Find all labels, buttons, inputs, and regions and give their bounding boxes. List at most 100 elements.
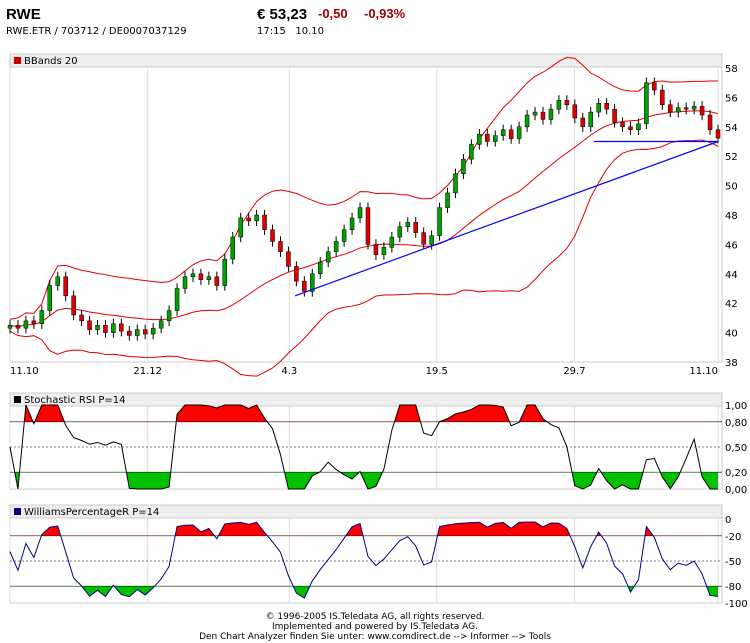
candle <box>95 325 100 330</box>
candle <box>135 329 140 336</box>
candle <box>397 226 403 238</box>
candle <box>23 320 29 329</box>
y-tick-label: 42 <box>725 299 738 310</box>
footer-powered: Implemented and powered by IS.Teledata A… <box>272 622 478 632</box>
candle <box>39 310 45 325</box>
candle <box>389 236 395 248</box>
williams-r-panel-legend-swatch <box>14 508 21 515</box>
candle <box>31 320 37 325</box>
candle <box>612 108 617 123</box>
candle <box>63 276 68 297</box>
upper-band <box>9 56 719 320</box>
stoch-rsi-panel-legend-swatch <box>14 396 21 403</box>
candle <box>278 241 283 253</box>
y-tick-label: 54 <box>725 123 738 134</box>
candle <box>524 114 530 128</box>
candle <box>158 320 164 329</box>
y-tick-label: 48 <box>725 211 738 222</box>
candle <box>453 173 458 194</box>
candle <box>262 214 267 230</box>
candle <box>469 144 474 160</box>
candle <box>580 117 586 128</box>
y-tick-label: 50 <box>725 182 738 193</box>
candle <box>604 103 609 110</box>
y-tick-label: 44 <box>725 270 738 281</box>
candle <box>636 123 641 130</box>
middle-band <box>9 110 719 328</box>
candle <box>548 108 554 120</box>
candle <box>644 82 649 125</box>
y-tick-label: 58 <box>725 64 738 75</box>
candle <box>516 126 522 139</box>
candle <box>421 232 426 245</box>
candle <box>254 214 259 222</box>
candle <box>628 126 633 130</box>
candle <box>707 114 713 130</box>
overbought-fill <box>10 405 718 422</box>
candle <box>683 107 689 110</box>
candle <box>532 111 538 116</box>
candle <box>111 323 116 333</box>
candle <box>79 314 84 322</box>
stock-identifiers: RWE.ETR / 703712 / DE0007037129 <box>6 26 187 37</box>
candle <box>373 244 379 255</box>
candle <box>493 135 498 142</box>
candle <box>119 323 124 332</box>
footer-link-text: Den Chart Analyzer finden Sie unter: www… <box>199 632 551 642</box>
quote-time-value: 17:15 <box>257 26 286 37</box>
candle <box>310 273 315 292</box>
candle <box>381 247 387 255</box>
candle <box>142 329 148 335</box>
stoch-rsi-panel-legend-bar <box>9 392 723 407</box>
candle <box>325 251 331 263</box>
candle <box>660 89 665 106</box>
candle <box>87 320 92 330</box>
candle <box>485 133 490 142</box>
footer: © 1996-2005 IS.Teledata AG, all rights r… <box>0 612 750 642</box>
candle <box>15 325 21 329</box>
candle <box>47 285 53 311</box>
candle <box>166 310 172 322</box>
candle <box>103 325 108 333</box>
candle <box>230 236 235 260</box>
stoch-rsi-panel-line <box>9 404 718 490</box>
williams-r-panel-line <box>9 521 719 599</box>
y-tick-label: 0,50 <box>725 443 747 454</box>
last-price: € 53,23 <box>257 6 308 23</box>
candle <box>302 280 307 292</box>
candle <box>564 100 570 105</box>
y-tick-label: 0,00 <box>725 485 747 496</box>
quote-date: 10.10 <box>295 26 325 37</box>
candle <box>572 104 578 119</box>
candle <box>365 207 371 245</box>
y-tick-label: 0,80 <box>725 418 747 429</box>
candle <box>500 129 506 136</box>
x-tick-label: 11.10 <box>10 366 39 377</box>
y-tick-label: 52 <box>725 152 738 163</box>
candle <box>206 276 212 280</box>
stoch-rsi-panel-legend-label: Stochastic RSI P=14 <box>24 395 126 406</box>
candle <box>445 192 450 208</box>
x-tick-label: 19.5 <box>426 366 448 377</box>
candle <box>699 105 705 116</box>
candle <box>477 133 482 145</box>
trend-line[interactable] <box>294 140 719 297</box>
candle <box>349 217 355 230</box>
stock-title: RWE <box>6 6 41 23</box>
y-tick-label: 0 <box>725 515 731 526</box>
candle <box>596 103 601 113</box>
footer-copyright: © 1996-2005 IS.Teledata AG, all rights r… <box>265 612 485 622</box>
lower-band <box>9 139 719 377</box>
y-tick-label: 56 <box>725 93 738 104</box>
candle <box>668 104 673 113</box>
price-change-percent: -0,93% <box>364 6 406 21</box>
candle <box>198 273 204 280</box>
candle <box>317 261 323 275</box>
price-panel-legend-bar <box>9 53 723 68</box>
candle <box>238 217 243 238</box>
y-tick-label: -50 <box>725 557 741 568</box>
candle <box>508 129 514 139</box>
oversold-fill <box>10 472 718 489</box>
candle <box>556 100 562 110</box>
